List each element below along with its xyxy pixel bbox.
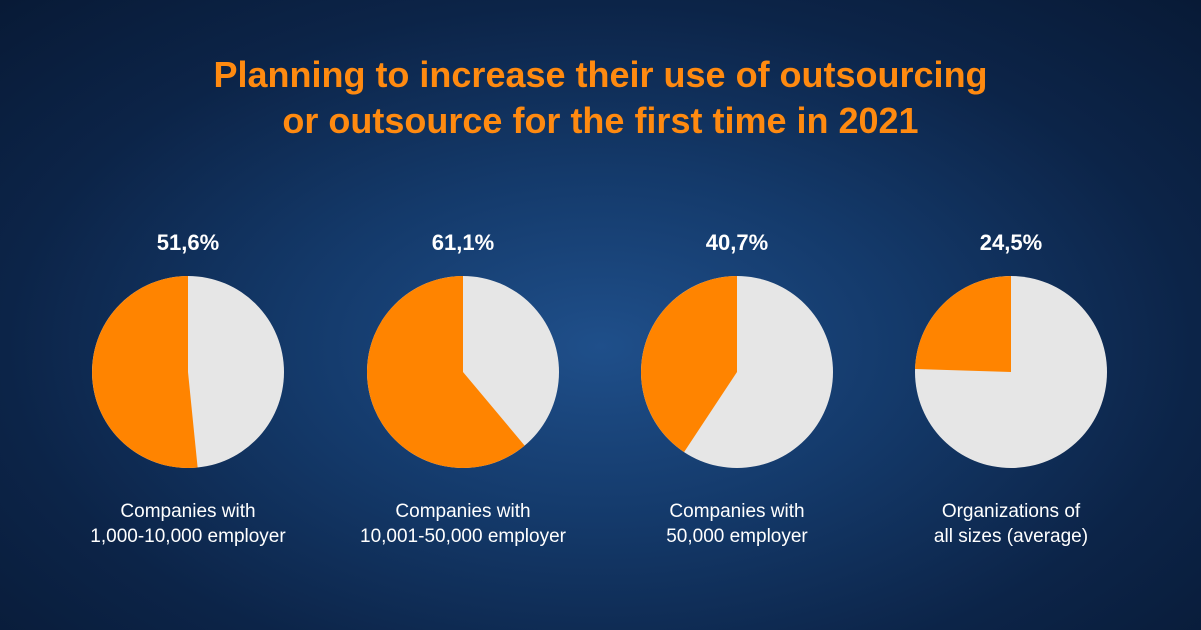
pie-chart — [915, 276, 1107, 468]
pie-group-all-sizes: 24,5% Organizations of all sizes (averag… — [871, 225, 1151, 549]
pie-caption: Companies with 10,001-50,000 employer — [323, 499, 603, 549]
pie-highlight-slice — [366, 276, 525, 468]
pie-caption: Companies with 50,000 employer — [597, 499, 877, 549]
pie-highlight-slice — [92, 276, 198, 468]
pie-chart — [366, 276, 559, 468]
pie-highlight-slice — [915, 276, 1011, 372]
pie-caption-line-1: Companies with — [395, 501, 531, 522]
pie-chart — [92, 276, 284, 468]
pie-group-50000: 40,7% Companies with 50,000 employer — [597, 225, 877, 549]
pie-caption: Organizations of all sizes (average) — [871, 499, 1151, 549]
pie-caption-line-2: 50,000 employer — [666, 526, 808, 547]
pie-caption-line-2: 1,000-10,000 employer — [90, 526, 286, 547]
pie-caption-line-2: 10,001-50,000 employer — [360, 526, 566, 547]
pie-group-10001-50000: 61,1% Companies with 10,001-50,000 emplo… — [323, 225, 603, 549]
pie-value-label: 24,5% — [979, 230, 1043, 255]
pie-caption-line-1: Companies with — [120, 501, 256, 522]
pie-value-label: 51,6% — [156, 230, 220, 255]
pie-value-label: 40,7% — [705, 230, 769, 255]
pie-caption-line-2: all sizes (average) — [933, 526, 1089, 547]
pie-caption-line-1: Companies with — [669, 501, 805, 522]
chart-title-line-1: Planning to increase their use of outsou… — [213, 54, 988, 95]
pie-caption-line-1: Organizations of — [941, 501, 1081, 522]
pie-highlight-slice — [641, 276, 737, 453]
chart-title-line-2: or outsource for the first time in 2021 — [282, 100, 919, 141]
pie-caption: Companies with 1,000-10,000 employer — [48, 499, 328, 549]
pie-value-label: 61,1% — [431, 230, 495, 255]
pie-group-1000-10000: 51,6% Companies with 1,000-10,000 employ… — [48, 225, 328, 549]
pie-chart — [641, 276, 833, 468]
